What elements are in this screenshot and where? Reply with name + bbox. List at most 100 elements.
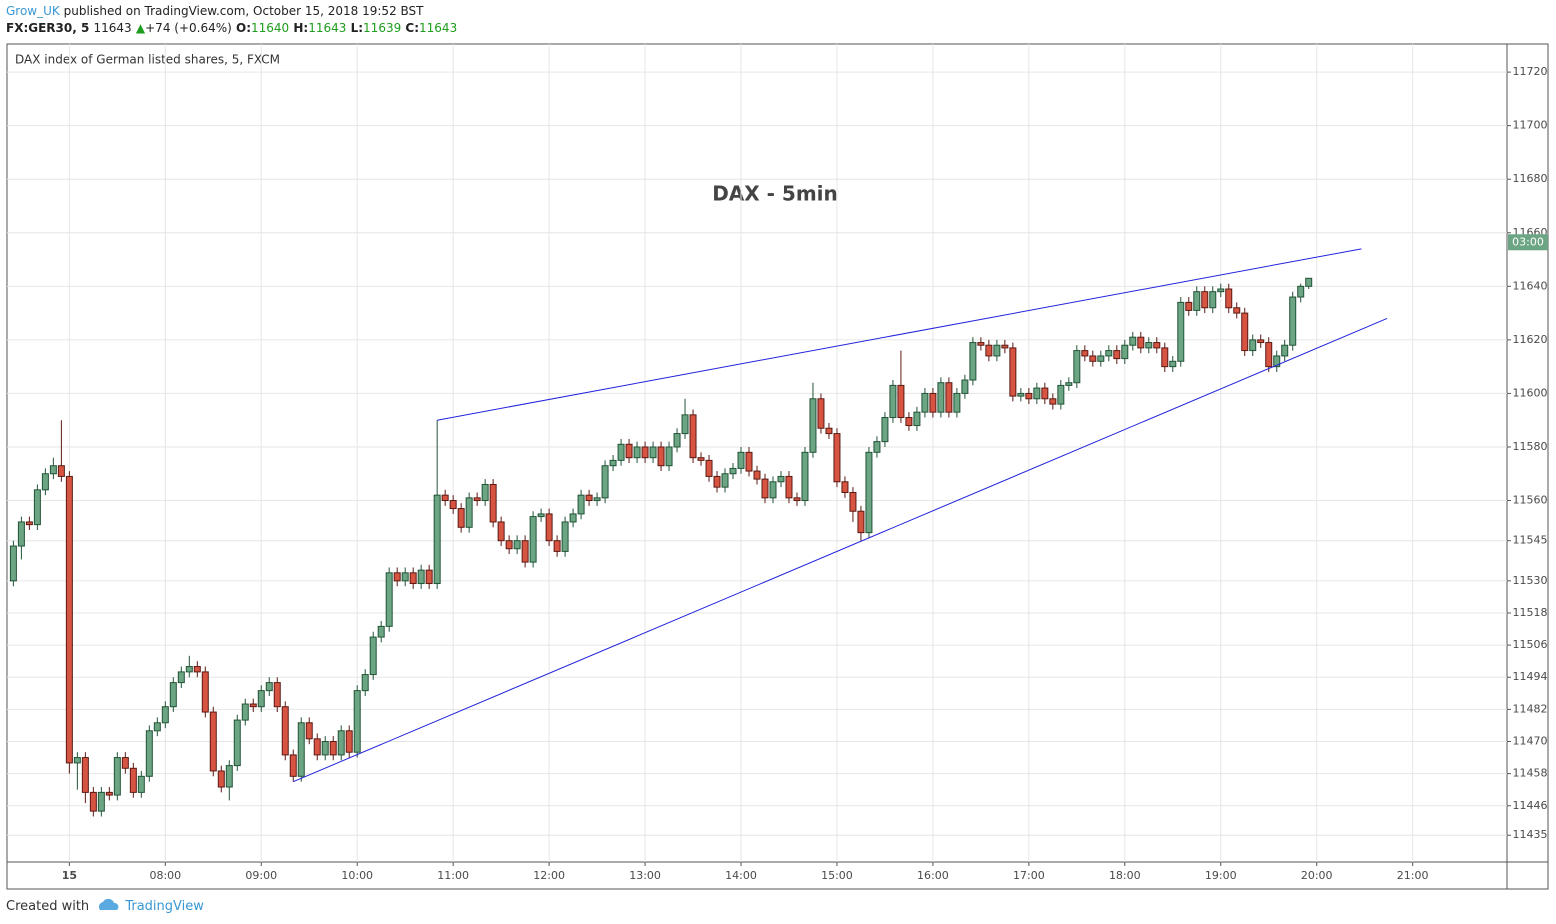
candle-body	[737, 451, 745, 469]
price-label: 03:00	[1512, 235, 1544, 248]
x-tick-label: 09:00	[245, 869, 277, 882]
y-tick-label: 11700	[1513, 119, 1548, 132]
candle-body	[969, 342, 977, 381]
change: +74 (+0.64%)	[145, 21, 232, 35]
candle-body	[1009, 347, 1017, 397]
l: 11639	[363, 21, 402, 35]
candle-body	[873, 441, 881, 453]
candle-body	[945, 382, 953, 413]
candle-body	[1057, 384, 1065, 405]
candle-body	[57, 465, 65, 477]
candle-body	[225, 765, 233, 788]
candle-body	[1297, 285, 1305, 298]
trendline	[437, 248, 1362, 421]
candle-body	[609, 459, 617, 467]
candle-body	[753, 470, 761, 480]
candle-body	[817, 398, 825, 429]
candle-body	[993, 344, 1001, 357]
candle-body	[921, 392, 929, 413]
candle-body	[401, 572, 409, 582]
candle-body	[985, 344, 993, 357]
candle-body	[1225, 288, 1233, 309]
y-tick-label: 11560	[1513, 494, 1548, 507]
x-tick-label: 16:00	[917, 869, 949, 882]
author-link[interactable]: Grow_UK	[6, 4, 60, 18]
candle-body	[161, 706, 169, 724]
candle-body	[65, 475, 73, 764]
y-tick-label: 11482	[1513, 702, 1548, 715]
o: 11640	[251, 21, 290, 35]
candle-body	[1281, 344, 1289, 357]
up-arrow: ▲	[135, 21, 146, 35]
candle-body	[537, 513, 545, 518]
candle-body	[1089, 355, 1097, 362]
candle-body	[1249, 339, 1257, 352]
candle-body	[529, 516, 537, 563]
x-tick-label: 17:00	[1013, 869, 1045, 882]
candle-body	[377, 625, 385, 638]
h: 11643	[308, 21, 347, 35]
candle-body	[1105, 350, 1113, 357]
candle-body	[105, 791, 113, 796]
legend: DAX index of German listed shares, 5, FX…	[15, 53, 280, 67]
c: 11643	[419, 21, 458, 35]
h-label: H:	[293, 21, 309, 35]
candle-body	[49, 465, 57, 475]
candle-body	[681, 414, 689, 435]
candle-body	[1233, 307, 1241, 314]
candle-body	[425, 569, 433, 585]
candle-body	[777, 475, 785, 483]
candle-body	[913, 411, 921, 427]
y-tick-label: 11545	[1513, 534, 1548, 547]
candle-body	[177, 671, 185, 684]
candle-body	[625, 443, 633, 459]
candle-body	[1209, 291, 1217, 309]
published: published on TradingView.com, October 15…	[63, 4, 424, 18]
x-tick-label: 20:00	[1301, 869, 1333, 882]
price-label-box	[1508, 234, 1548, 251]
candle-body	[345, 730, 353, 753]
candle-body	[137, 775, 145, 793]
candle-body	[409, 572, 417, 585]
candle-body	[1121, 344, 1129, 360]
candle-body	[649, 446, 657, 459]
candle-body	[809, 398, 817, 453]
candle-body	[545, 513, 553, 542]
candle-body	[73, 757, 81, 764]
candle-body	[457, 508, 465, 528]
candle-body	[689, 414, 697, 459]
candle-body	[217, 770, 225, 788]
y-tick-label: 11530	[1513, 574, 1548, 587]
candle-body	[1025, 392, 1033, 400]
y-tick-label: 11680	[1513, 172, 1548, 185]
candle-body	[321, 741, 329, 756]
candle-body	[9, 545, 17, 582]
candle-body	[385, 572, 393, 627]
created: Created with	[6, 899, 90, 914]
candle-body	[1153, 342, 1161, 349]
candle-body	[145, 730, 153, 777]
candle-body	[361, 674, 369, 692]
candle-body	[193, 666, 201, 673]
candle-body	[169, 682, 177, 708]
candle-body	[17, 521, 25, 547]
candle-body	[1217, 288, 1225, 293]
candle-body	[673, 433, 681, 448]
candle-body	[601, 465, 609, 499]
candle-body	[1241, 312, 1249, 352]
candle-body	[209, 711, 217, 772]
y-tick-label: 11446	[1513, 799, 1548, 812]
candle-body	[1073, 350, 1081, 384]
brand-link[interactable]: TradingView	[125, 899, 204, 914]
candle-body	[769, 481, 777, 499]
candle-body	[1201, 291, 1209, 309]
chart-title: DAX - 5min	[712, 182, 838, 206]
y-tick-label: 11506	[1513, 638, 1548, 651]
candle-body	[249, 703, 257, 708]
symbol-line: FX:GER30, 5 11643 ▲+74 (+0.64%) O:11640 …	[6, 21, 457, 35]
candle-body	[417, 569, 425, 585]
candle-body	[761, 478, 769, 499]
candle-body	[865, 451, 873, 534]
candle-body	[281, 706, 289, 756]
candle-body	[1265, 342, 1273, 368]
